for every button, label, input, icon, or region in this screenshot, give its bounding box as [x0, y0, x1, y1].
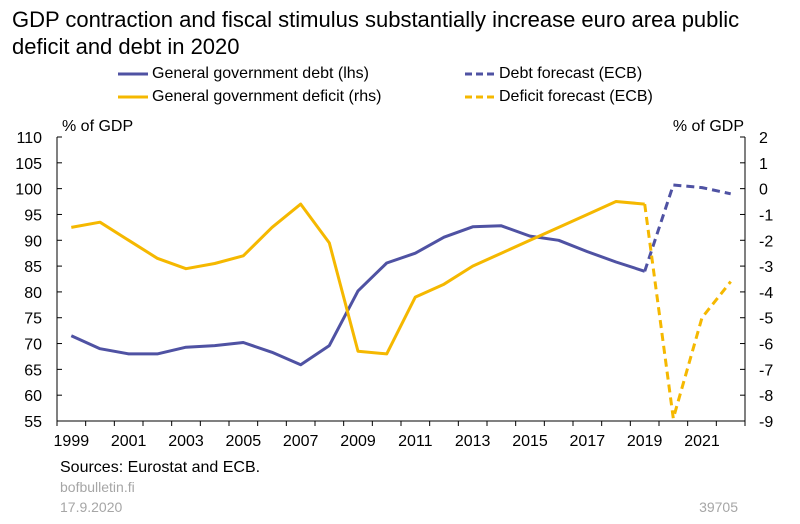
series-line-deficit-forecast: [643, 203, 732, 420]
right-tick-label: -5: [759, 311, 773, 328]
legend-deficit-swatch: [118, 95, 148, 99]
right-tick-label: -6: [759, 337, 773, 354]
x-tick-label: 2017: [570, 433, 606, 450]
series-line-debt: [70, 224, 646, 367]
publish-date: 17.9.2020: [60, 499, 123, 515]
left-tick-label: 55: [24, 414, 42, 431]
x-tick-label: 2005: [226, 433, 262, 450]
right-tick-label: 0: [759, 182, 768, 199]
legend-debt-swatch: [118, 72, 148, 76]
series-line-debt-forecast: [643, 183, 732, 272]
legend-deficit: General government deficit (rhs): [118, 88, 381, 106]
left-axis-label: % of GDP: [62, 118, 133, 135]
legend-deficit-forecast: Deficit forecast (ECB): [465, 88, 653, 106]
left-tick-label: 110: [16, 130, 42, 147]
right-tick-label: -1: [759, 207, 773, 224]
right-tick-label: -4: [759, 285, 773, 302]
left-tick-label: 85: [24, 259, 42, 276]
x-tick-label: 2009: [340, 433, 376, 450]
right-tick-label: -2: [759, 233, 773, 250]
x-tick-label: 2019: [627, 433, 663, 450]
right-tick-label: -7: [759, 362, 773, 379]
left-tick-label: 60: [24, 388, 42, 405]
right-tick-label: -9: [759, 414, 773, 431]
series-lines: [70, 183, 732, 420]
x-tick-labels: 1999 2001 2003 2005 2007 2009 2011 2013 2015 2017…: [54, 433, 720, 450]
x-tick-label: 1999: [54, 433, 90, 450]
axes: [56, 136, 746, 426]
legend-debt-forecast-label: Debt forecast (ECB): [499, 65, 643, 82]
right-tick-label: -3: [759, 259, 773, 276]
legend-deficit-forecast-swatch: [465, 95, 495, 99]
legend-debt-forecast-swatch: [465, 72, 495, 76]
x-tick-label: 2007: [283, 433, 319, 450]
x-tick-label: 2013: [455, 433, 491, 450]
left-tick-label: 65: [24, 362, 42, 379]
right-axis-label: % of GDP: [673, 118, 744, 135]
right-tick-label: 1: [759, 156, 768, 173]
right-tick-label: -8: [759, 388, 773, 405]
x-tick-label: 2015: [512, 433, 548, 450]
legend-debt-forecast: Debt forecast (ECB): [465, 65, 642, 83]
legend-deficit-forecast-label: Deficit forecast (ECB): [499, 88, 653, 105]
legend-debt-label: General government debt (lhs): [152, 65, 369, 82]
left-tick-label: 95: [24, 207, 42, 224]
x-tick-label: 2001: [111, 433, 147, 450]
legend-debt: General government debt (lhs): [118, 65, 369, 83]
left-tick-label: 75: [24, 311, 42, 328]
right-tick-labels: 2 1 0 -1 -2 -3 -4 -5 -6 -7 -8 -9: [759, 130, 773, 431]
series-line-deficit: [71, 200, 645, 356]
left-tick-label: 105: [15, 156, 42, 173]
left-tick-label: 100: [15, 182, 42, 199]
legend-deficit-label: General government deficit (rhs): [152, 88, 382, 105]
left-tick-label: 80: [24, 285, 42, 302]
left-tick-label: 90: [24, 233, 42, 250]
x-tick-label: 2011: [398, 433, 433, 450]
left-tick-label: 70: [24, 337, 42, 354]
x-tick-label: 2003: [168, 433, 204, 450]
sources-note: Sources: Eurostat and ECB.: [60, 459, 261, 476]
right-tick-label: 2: [759, 130, 768, 147]
chart-title: GDP contraction and fiscal stimulus subs…: [12, 7, 740, 59]
site-name: bofbulletin.fi: [60, 479, 135, 495]
chart-id: 39705: [699, 499, 738, 515]
x-tick-label: 2021: [684, 433, 720, 450]
left-tick-labels: 110 105 100 95 90 85 80 75 70 65 60 55: [15, 130, 42, 431]
